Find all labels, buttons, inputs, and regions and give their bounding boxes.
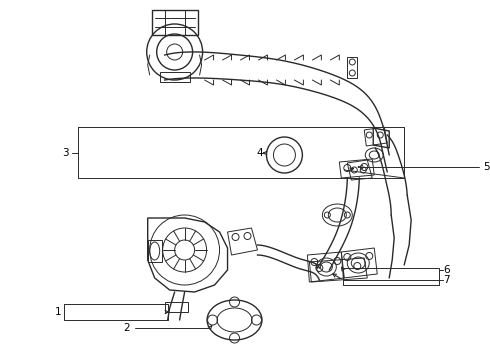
Text: 2: 2 <box>123 323 130 333</box>
Text: 4: 4 <box>256 148 263 158</box>
Text: 3: 3 <box>63 148 69 158</box>
Text: 6: 6 <box>443 265 449 275</box>
Text: 1: 1 <box>54 307 61 317</box>
Text: 7: 7 <box>443 275 449 285</box>
Text: 5: 5 <box>483 162 490 172</box>
